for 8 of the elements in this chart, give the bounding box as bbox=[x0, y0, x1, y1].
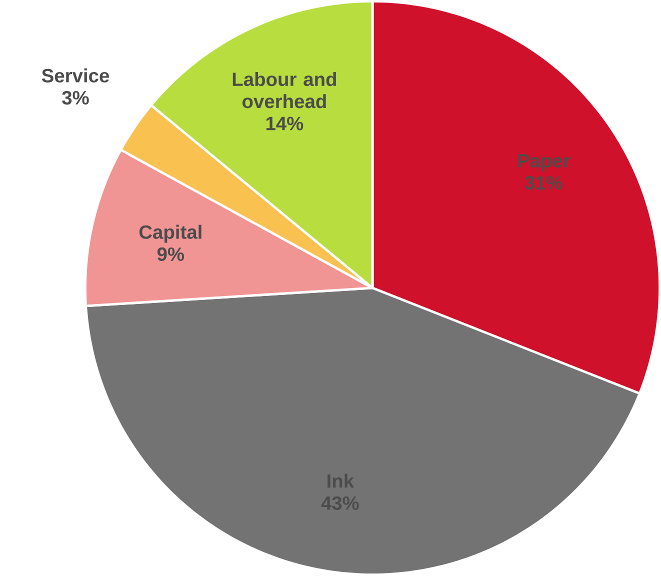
slice-label: Service bbox=[42, 68, 110, 83]
data-label: 9% bbox=[157, 247, 184, 262]
data-label: 14% bbox=[266, 116, 304, 130]
slice-label: Capital bbox=[139, 224, 202, 243]
data-label: 31% bbox=[524, 176, 562, 190]
slice-label: Labour and overhead bbox=[232, 72, 336, 108]
data-label: 3% bbox=[62, 91, 89, 105]
slice-label: Paper bbox=[518, 154, 570, 172]
